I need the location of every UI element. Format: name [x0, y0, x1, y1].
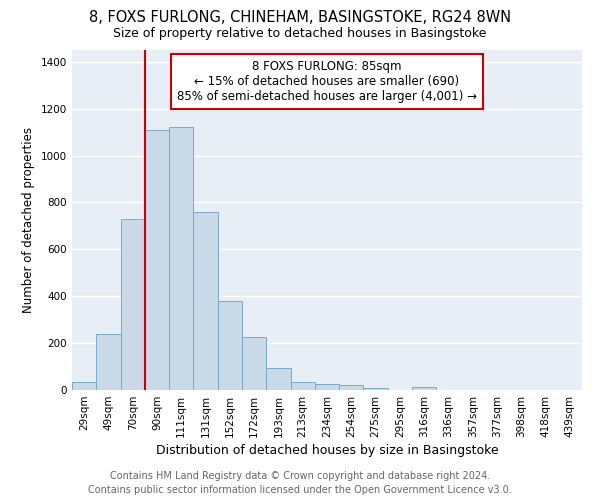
Bar	[193, 212, 218, 390]
Bar	[145, 130, 169, 390]
Y-axis label: Number of detached properties: Number of detached properties	[22, 127, 35, 313]
Text: 8, FOXS FURLONG, CHINEHAM, BASINGSTOKE, RG24 8WN: 8, FOXS FURLONG, CHINEHAM, BASINGSTOKE, …	[89, 10, 511, 25]
Bar	[96, 334, 121, 390]
Bar	[290, 382, 315, 390]
Text: Contains HM Land Registry data © Crown copyright and database right 2024.
Contai: Contains HM Land Registry data © Crown c…	[88, 471, 512, 495]
Bar	[218, 301, 242, 390]
Text: 8 FOXS FURLONG: 85sqm
← 15% of detached houses are smaller (690)
85% of semi-det: 8 FOXS FURLONG: 85sqm ← 15% of detached …	[177, 60, 477, 103]
Bar	[412, 387, 436, 390]
Text: Size of property relative to detached houses in Basingstoke: Size of property relative to detached ho…	[113, 28, 487, 40]
Bar	[364, 388, 388, 390]
Bar	[339, 386, 364, 390]
Bar	[169, 128, 193, 390]
X-axis label: Distribution of detached houses by size in Basingstoke: Distribution of detached houses by size …	[155, 444, 499, 457]
Bar	[242, 337, 266, 390]
Bar	[72, 382, 96, 390]
Bar	[121, 219, 145, 390]
Bar	[266, 368, 290, 390]
Bar	[315, 384, 339, 390]
